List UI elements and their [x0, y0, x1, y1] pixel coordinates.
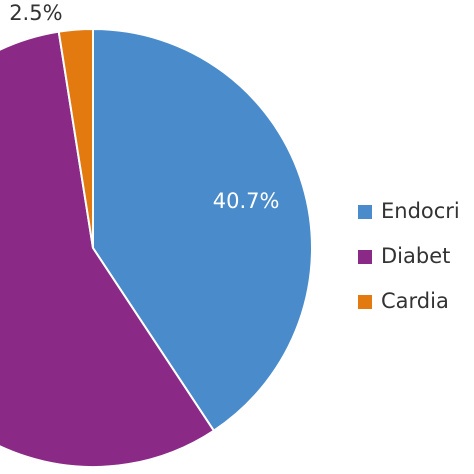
pie-slice — [57, 27, 94, 249]
legend-swatch — [358, 250, 372, 264]
pie-slice — [0, 30, 216, 468]
legend-label: Endocri — [381, 199, 460, 223]
legend-label: Cardia — [381, 289, 449, 313]
data-label: 40.7% — [213, 189, 280, 213]
legend-label: Diabet — [381, 244, 450, 268]
legend-swatch — [358, 205, 372, 219]
data-label: 2.5% — [9, 1, 62, 25]
legend-swatch — [358, 295, 372, 309]
